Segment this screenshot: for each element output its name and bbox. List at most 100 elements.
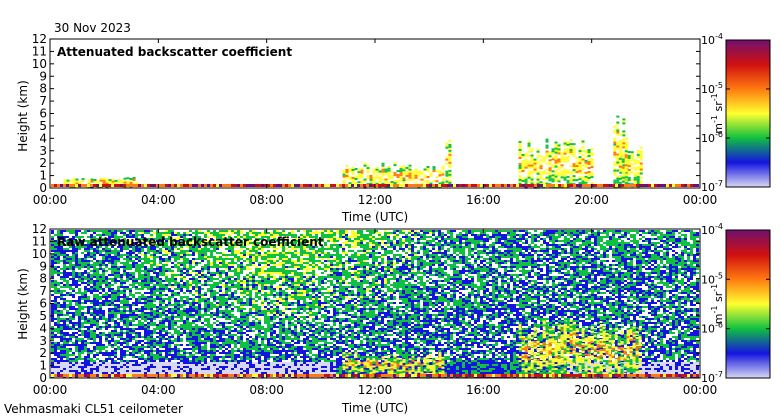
heat-cell bbox=[51, 320, 54, 322]
heat-cell bbox=[243, 282, 246, 284]
heat-cell bbox=[180, 284, 183, 286]
heat-cell bbox=[246, 368, 249, 370]
heat-cell bbox=[105, 244, 108, 246]
heat-cell bbox=[180, 264, 183, 266]
heat-cell bbox=[138, 252, 141, 254]
heat-cell bbox=[54, 358, 57, 360]
heat-cell bbox=[87, 326, 90, 328]
heat-cell bbox=[441, 165, 445, 168]
heat-cell bbox=[120, 230, 123, 232]
heat-cell bbox=[141, 316, 144, 318]
heat-cell bbox=[210, 346, 213, 348]
heat-cell bbox=[587, 149, 591, 152]
heat-cell bbox=[639, 172, 643, 175]
heat-cell bbox=[231, 270, 234, 272]
heat-cell bbox=[231, 314, 234, 316]
heat-cell bbox=[168, 312, 171, 314]
heat-cell bbox=[54, 336, 57, 338]
surface-cell bbox=[570, 184, 573, 187]
heat-cell bbox=[114, 250, 117, 252]
heat-cell bbox=[441, 173, 445, 176]
heat-cell bbox=[84, 262, 87, 264]
heat-cell bbox=[222, 338, 225, 340]
heat-cell bbox=[96, 362, 99, 364]
heat-cell bbox=[159, 232, 162, 234]
heat-cell bbox=[174, 350, 177, 352]
heat-cell bbox=[174, 310, 177, 312]
heat-cell bbox=[135, 364, 138, 366]
heat-cell bbox=[132, 176, 136, 179]
heat-cell bbox=[183, 286, 186, 288]
heat-cell bbox=[240, 316, 243, 318]
heat-cell bbox=[569, 179, 573, 182]
heat-cell bbox=[237, 338, 240, 340]
heat-cell bbox=[563, 148, 567, 151]
heat-cell bbox=[129, 298, 132, 300]
heat-cell bbox=[243, 368, 246, 370]
heat-cell bbox=[240, 256, 243, 258]
heat-cell bbox=[204, 342, 207, 344]
heat-cell bbox=[636, 180, 640, 183]
heat-cell bbox=[93, 314, 96, 316]
heat-cell bbox=[129, 310, 132, 312]
heat-cell bbox=[63, 240, 66, 242]
heat-cell bbox=[159, 234, 162, 236]
heat-cell bbox=[120, 334, 123, 336]
heat-cell bbox=[566, 175, 570, 178]
heat-cell bbox=[123, 296, 126, 298]
heat-cell bbox=[204, 332, 207, 334]
heat-cell bbox=[90, 244, 93, 246]
heat-cell bbox=[569, 153, 573, 156]
heat-cell bbox=[123, 362, 126, 364]
heat-cell bbox=[129, 308, 132, 310]
heat-cell bbox=[192, 282, 195, 284]
heat-cell bbox=[219, 312, 222, 314]
heat-cell bbox=[150, 238, 153, 240]
heat-cell bbox=[72, 322, 75, 324]
heat-cell bbox=[171, 324, 174, 326]
heat-cell bbox=[195, 326, 198, 328]
heat-cell bbox=[117, 268, 120, 270]
heat-cell bbox=[72, 266, 75, 268]
heat-cell bbox=[126, 240, 129, 242]
heat-cell bbox=[207, 280, 210, 282]
heat-cell bbox=[102, 290, 105, 292]
heat-cell bbox=[174, 346, 177, 348]
heat-cell bbox=[51, 362, 54, 364]
heat-cell bbox=[75, 266, 78, 268]
heat-cell bbox=[527, 162, 531, 165]
heat-cell bbox=[183, 350, 186, 352]
heat-cell bbox=[566, 169, 570, 172]
heat-cell bbox=[51, 316, 54, 318]
heat-cell bbox=[231, 308, 234, 310]
heat-cell bbox=[162, 344, 165, 346]
heat-cell bbox=[563, 174, 567, 177]
heat-cell bbox=[225, 310, 228, 312]
heat-cell bbox=[195, 324, 198, 326]
heat-cell bbox=[240, 288, 243, 290]
heat-cell bbox=[621, 178, 625, 181]
heat-cell bbox=[578, 158, 582, 161]
heat-cell bbox=[105, 258, 108, 260]
heat-cell bbox=[572, 151, 576, 154]
heat-cell bbox=[54, 234, 57, 236]
heat-cell bbox=[138, 342, 141, 344]
heat-cell bbox=[141, 324, 144, 326]
heat-cell bbox=[207, 338, 210, 340]
heat-cell bbox=[126, 354, 129, 356]
heat-cell bbox=[162, 254, 165, 256]
heat-cell bbox=[162, 294, 165, 296]
heat-cell bbox=[60, 320, 63, 322]
heat-cell bbox=[237, 366, 240, 368]
heat-cell bbox=[57, 248, 60, 250]
heat-cell bbox=[63, 270, 66, 272]
heat-cell bbox=[548, 161, 552, 164]
heat-cell bbox=[156, 314, 159, 316]
heat-cell bbox=[207, 232, 210, 234]
heat-cell bbox=[96, 240, 99, 242]
heat-cell bbox=[390, 174, 394, 177]
heat-cell bbox=[120, 316, 123, 318]
heat-cell bbox=[126, 316, 129, 318]
heat-cell bbox=[102, 326, 105, 328]
heat-cell bbox=[533, 160, 537, 163]
